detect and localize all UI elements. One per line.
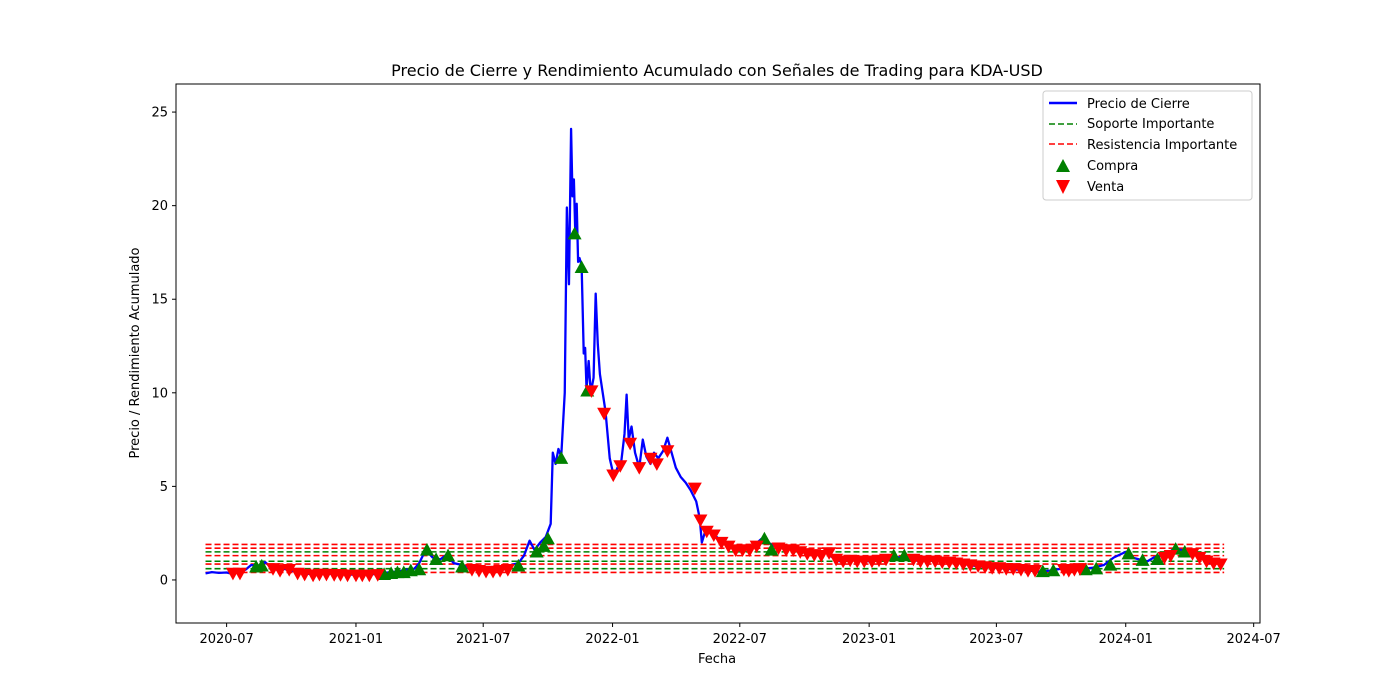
buy-marker [511, 558, 526, 572]
sell-marker [273, 564, 288, 578]
legend-label-support: Soporte Importante [1087, 117, 1214, 132]
y-tick-label: 0 [160, 573, 168, 588]
sell-marker [613, 460, 628, 473]
buy-marker [540, 531, 555, 545]
buy-marker [529, 544, 544, 558]
x-axis-label: Fecha [698, 652, 736, 667]
y-tick-label: 15 [151, 293, 168, 308]
legend-label-sell: Venta [1087, 180, 1124, 195]
sell-marker [814, 550, 829, 563]
buy-marker [254, 558, 269, 572]
sell-marker [606, 469, 621, 483]
legend-label-price: Precio de Cierre [1087, 97, 1190, 112]
buy-marker [429, 552, 444, 565]
x-tick-label: 2021-01 [329, 632, 383, 647]
buy-marker [1089, 561, 1104, 575]
legend: Precio de Cierre Soporte Importante Resi… [1042, 90, 1253, 201]
x-tick-label: 2023-01 [842, 632, 896, 647]
y-tick-label: 10 [151, 386, 168, 401]
y-tick-label: 5 [160, 480, 168, 495]
buy-marker [412, 562, 427, 576]
buy-marker [897, 548, 912, 562]
legend-swatch-buy [1056, 159, 1070, 172]
buy-marker [1078, 562, 1093, 576]
sell-marker [1192, 551, 1207, 565]
buy-marker [1177, 544, 1192, 558]
x-tick-label: 2024-07 [1227, 632, 1281, 647]
sell-marker [879, 553, 894, 567]
legend-item-buy: Compra [1056, 159, 1138, 174]
buy-marker [1046, 563, 1061, 577]
sell-marker [623, 437, 638, 451]
legend-item-sell: Venta [1056, 180, 1124, 195]
sell-marker [693, 514, 708, 528]
sell-marker [1185, 548, 1200, 561]
legend-item-price: Precio de Cierre [1049, 97, 1190, 112]
buy-marker [1121, 546, 1136, 560]
sell-marker [632, 462, 647, 475]
x-tick-label: 2022-07 [713, 632, 767, 647]
sell-marker [1073, 563, 1088, 576]
buy-marker [764, 543, 779, 556]
chart-title: Precio de Cierre y Rendimiento Acumulado… [391, 61, 1043, 80]
sell-marker [699, 525, 714, 539]
sell-marker [282, 564, 297, 577]
sell-marker [232, 567, 247, 581]
x-tick-label: 2022-01 [585, 632, 639, 647]
sell-marker [649, 458, 664, 471]
sell-marker [370, 569, 385, 582]
y-tick-label: 20 [151, 199, 168, 214]
buy-marker [554, 451, 569, 464]
legend-swatch-sell [1056, 180, 1070, 194]
sell-marker [706, 529, 721, 543]
sell-marker [822, 547, 837, 560]
y-axis: 0 5 10 15 20 25 [151, 106, 176, 588]
sell-marker [584, 385, 599, 398]
sell-marker [1213, 558, 1228, 572]
sell-marker [714, 536, 729, 550]
buy-marker [1150, 552, 1165, 565]
x-tick-label: 2020-07 [199, 632, 253, 647]
buy-marker [1103, 557, 1118, 571]
x-tick-label: 2024-01 [1099, 632, 1153, 647]
x-axis: 2020-07 2021-01 2021-07 2022-01 2022-07 2023-… [199, 623, 1281, 647]
sell-marker [597, 407, 612, 421]
sell-marker [687, 482, 702, 496]
sell-marker [742, 544, 757, 558]
x-tick-label: 2021-07 [456, 632, 510, 647]
sell-marker [1028, 564, 1043, 578]
buy-marker [455, 559, 470, 573]
buy-marker [567, 226, 582, 240]
markers-layer [225, 226, 1228, 583]
legend-label-buy: Compra [1087, 159, 1138, 174]
legend-item-support: Soporte Importante [1049, 117, 1214, 132]
sell-marker [660, 445, 675, 458]
legend-item-resistance: Resistencia Importante [1049, 138, 1237, 153]
legend-label-resistance: Resistencia Importante [1087, 138, 1237, 153]
sell-marker [721, 540, 736, 554]
sell-marker [749, 540, 764, 554]
sell-marker [500, 564, 515, 577]
buy-marker [419, 543, 434, 556]
sell-marker [1163, 550, 1178, 563]
buy-marker [1135, 553, 1150, 566]
y-tick-label: 25 [151, 106, 168, 121]
buy-marker [441, 548, 456, 562]
x-tick-label: 2023-07 [969, 632, 1023, 647]
buy-marker [536, 539, 551, 552]
buy-marker [1035, 564, 1050, 578]
plot-frame [175, 83, 1261, 624]
buy-marker [574, 260, 589, 274]
y-axis-label: Precio / Rendimiento Acumulado [128, 247, 143, 458]
legend-frame [1042, 90, 1253, 201]
